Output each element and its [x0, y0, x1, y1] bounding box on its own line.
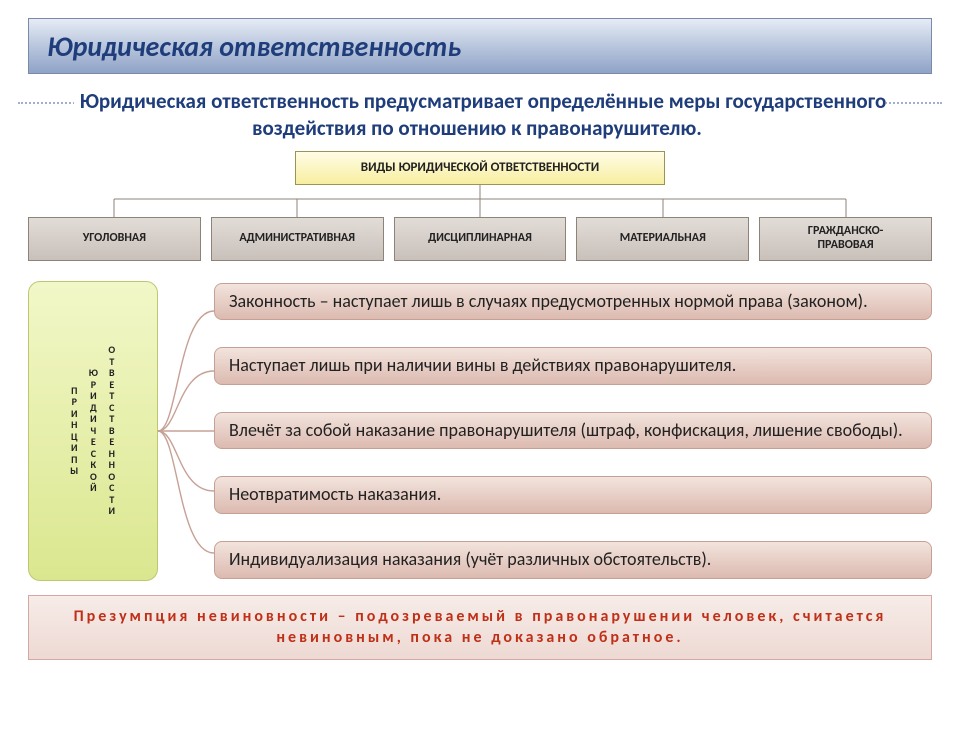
title-bar: Юридическая ответственность [28, 18, 932, 74]
vcol-1: ЮРИДИЧЕСКОЙ [89, 367, 99, 494]
subtitle-text: Юридическая ответственность предусматрив… [74, 88, 887, 141]
vcol-0: ПРИНЦИПЫ [70, 385, 78, 477]
principle-item: Законность – наступает лишь в случаях пр… [214, 283, 932, 321]
vcol-2: ОТВЕТСТВЕННОСТИ [108, 344, 115, 517]
principle-item: Неотвратимость наказания. [214, 476, 932, 514]
org-child: УГОЛОВНАЯ [28, 217, 201, 261]
org-chart: ВИДЫ ЮРИДИЧЕСКОЙ ОТВЕТСТВЕННОСТИ УГОЛОВН… [28, 151, 932, 271]
org-connectors [28, 185, 932, 217]
principles-block: ПРИНЦИПЫ ЮРИДИЧЕСКОЙ ОТВЕТСТВЕННОСТИ Зак… [28, 281, 932, 581]
principles-label: ПРИНЦИПЫ ЮРИДИЧЕСКОЙ ОТВЕТСТВЕННОСТИ [28, 281, 158, 581]
org-child: МАТЕРИАЛЬНАЯ [576, 217, 749, 261]
page-title: Юридическая ответственность [47, 29, 461, 64]
principle-item: Индивидуализация наказания (учёт различн… [214, 541, 932, 579]
principles-connectors [158, 281, 214, 581]
principle-item: Влечёт за собой наказание правонарушител… [214, 412, 932, 450]
footer-text: Презумпция невиновности – подозреваемый … [74, 607, 887, 648]
org-child: АДМИНИСТРАТИВНАЯ [211, 217, 384, 261]
org-children: УГОЛОВНАЯ АДМИНИСТРАТИВНАЯ ДИСЦИПЛИНАРНА… [28, 217, 932, 261]
footer-box: Презумпция невиновности – подозреваемый … [28, 595, 932, 660]
principles-items: Законность – наступает лишь в случаях пр… [214, 281, 932, 581]
org-root: ВИДЫ ЮРИДИЧЕСКОЙ ОТВЕТСТВЕННОСТИ [295, 151, 665, 185]
org-child: ДИСЦИПЛИНАРНАЯ [394, 217, 567, 261]
principle-item: Наступает лишь при наличии вины в действ… [214, 347, 932, 385]
subtitle-block: Юридическая ответственность предусматрив… [28, 88, 932, 143]
org-child: ГРАЖДАНСКО-ПРАВОВАЯ [759, 217, 932, 261]
